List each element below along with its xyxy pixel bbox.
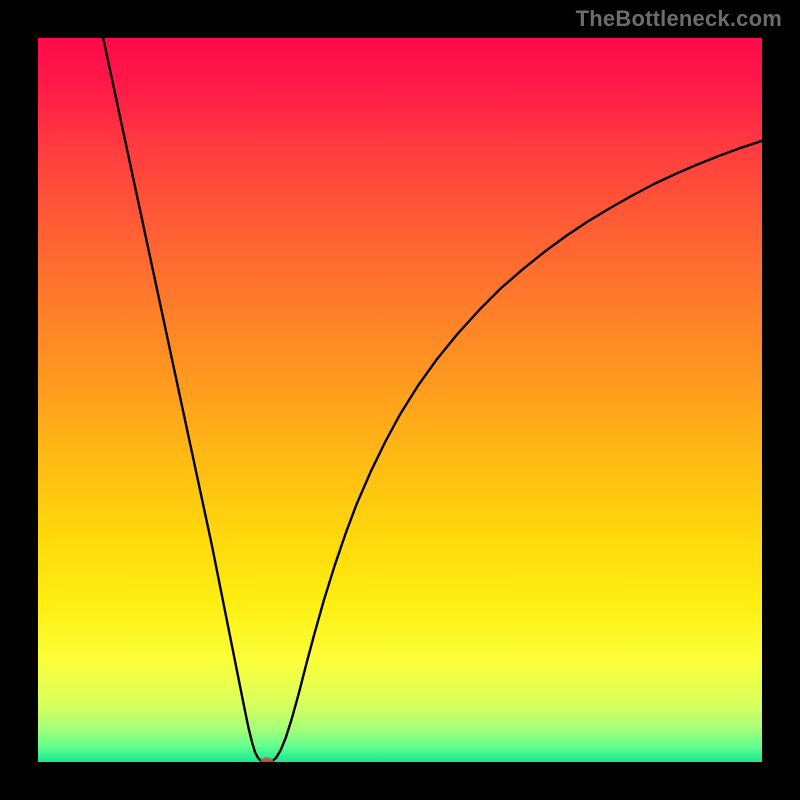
gradient-background [38,38,762,762]
watermark-label: TheBottleneck.com [576,6,782,32]
plot-area [38,38,762,762]
chart-svg [38,38,762,762]
figure-container: TheBottleneck.com [0,0,800,800]
